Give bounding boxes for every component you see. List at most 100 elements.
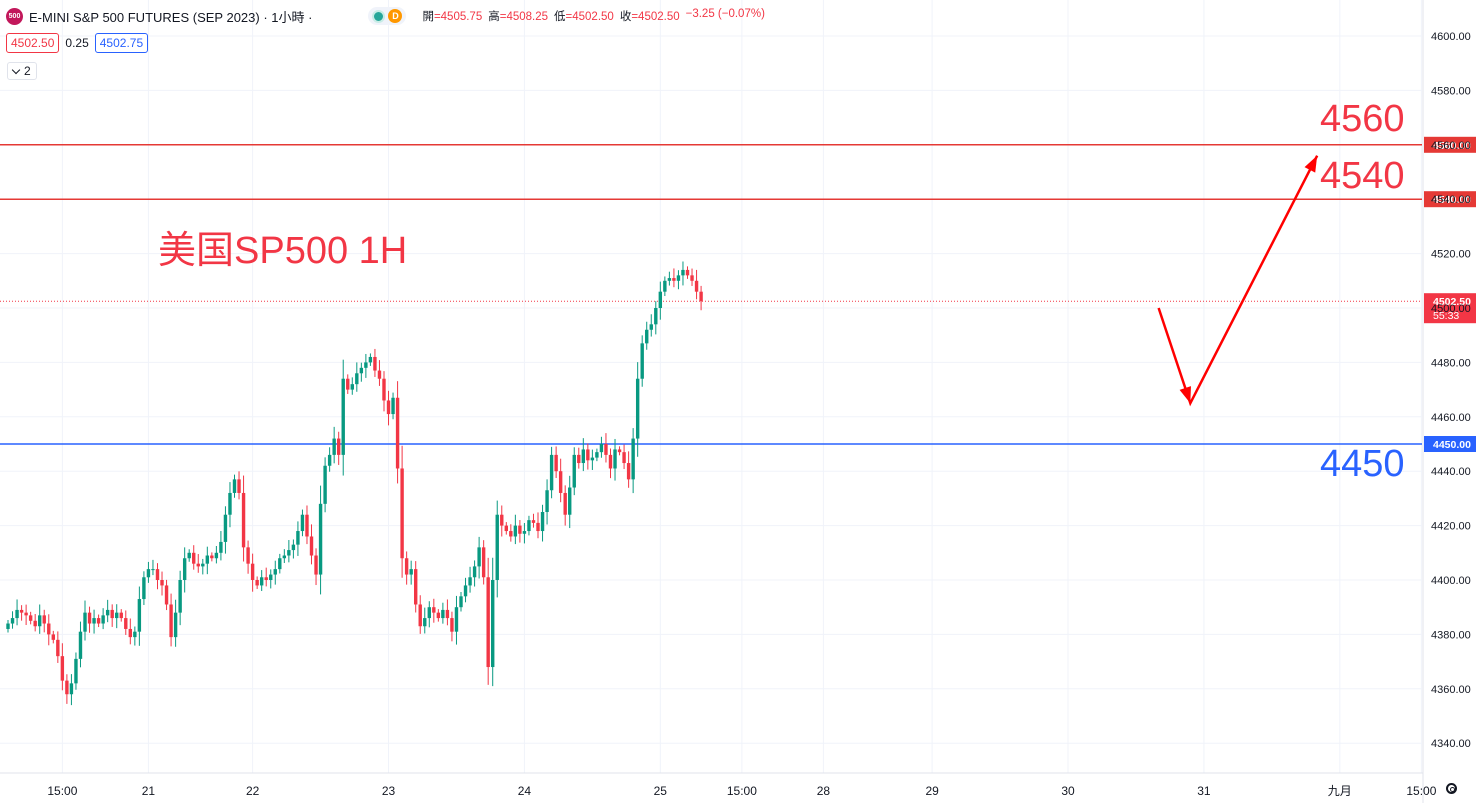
- sell-price-button[interactable]: 4502.50: [6, 33, 60, 53]
- candle-body: [654, 308, 658, 325]
- x-tick-label: 九月: [1328, 784, 1352, 798]
- candle-body: [427, 607, 431, 619]
- candle-body: [332, 438, 336, 455]
- candle-body: [133, 631, 137, 638]
- candle-body: [78, 631, 83, 659]
- candle-body: [658, 291, 663, 308]
- symbol-title[interactable]: E-MINI S&P 500 FUTURES (SEP 2023) · 1小時 …: [29, 9, 313, 25]
- settings-gear-icon[interactable]: [1446, 783, 1457, 794]
- level-4560-annotation: 4560: [1320, 98, 1405, 140]
- candle-body: [676, 275, 681, 281]
- price-axis[interactable]: 4340.00 4360.00 4380.00 4400.00 4420.00 4440.…: [1422, 0, 1471, 803]
- x-tick-label: 30: [1061, 784, 1075, 798]
- candle-body: [282, 555, 287, 559]
- candle-body: [47, 623, 51, 635]
- candle-body: [436, 612, 441, 619]
- y-tick-label: 4440.00: [1431, 466, 1471, 478]
- candle-body: [182, 558, 187, 580]
- y-tick-label: 4580.00: [1431, 85, 1471, 97]
- buy-price-button[interactable]: 4502.75: [94, 33, 149, 53]
- candle-body: [155, 569, 160, 580]
- candle-body: [608, 454, 613, 469]
- candle-body: [287, 550, 291, 556]
- candle-body: [119, 612, 123, 619]
- candle-body: [210, 555, 214, 559]
- time-axis[interactable]: 15:00 21 22 23 24 25 15:00 28 29 30 31 九月 15:00: [0, 772, 1437, 798]
- candle-body: [96, 618, 101, 624]
- candle-body: [278, 558, 282, 570]
- spread-value: 0.25: [65, 36, 89, 50]
- candle-body: [699, 291, 703, 302]
- candle-body: [404, 558, 409, 575]
- horizontal-levels: 4560.00 4540.00 4450.00 4502.50 55:33: [0, 136, 1476, 452]
- market-status[interactable]: D: [368, 7, 407, 25]
- x-tick-label: 15:00: [47, 784, 77, 798]
- ohlc-close-value: =4502.50: [631, 11, 680, 23]
- chart-title-annotation: 美国SP500 1H: [158, 230, 408, 272]
- candle-body: [214, 552, 219, 559]
- candle-body: [645, 329, 649, 344]
- candle-body: [617, 449, 622, 453]
- indicators-collapse-button[interactable]: 2: [7, 62, 37, 80]
- candle-body: [6, 623, 10, 629]
- candle-body: [432, 607, 436, 613]
- candle-body: [454, 607, 459, 632]
- countdown-label: 55:33: [1433, 310, 1459, 322]
- candle-body: [169, 604, 173, 638]
- arrow-head-down: [1179, 386, 1191, 404]
- y-tick-label: 4560.00: [1431, 140, 1471, 152]
- candle-body: [509, 531, 513, 537]
- x-tick-label: 29: [925, 784, 939, 798]
- indicator-count: 2: [24, 64, 31, 78]
- candle-body: [690, 275, 694, 281]
- x-tick-label: 31: [1197, 784, 1211, 798]
- candle-body: [518, 525, 522, 534]
- candle-body: [327, 454, 332, 466]
- chevron-down-icon: [11, 65, 21, 74]
- candle-body: [681, 269, 685, 276]
- candle-body: [581, 449, 586, 464]
- ohlc-readout: 開=4505.75 高=4508.25 低=4502.50 收=4502.50 …: [422, 8, 764, 24]
- candle-body: [160, 580, 164, 586]
- arrow-head-up: [1304, 155, 1318, 173]
- candle-body: [24, 612, 28, 616]
- x-tick-label: 22: [246, 784, 260, 798]
- quote-row: 4502.50 0.25 4502.75: [6, 33, 149, 53]
- candle-body: [481, 547, 486, 578]
- y-tick-label: 4340.00: [1431, 738, 1471, 750]
- candle-body: [400, 468, 404, 559]
- candle-body: [146, 569, 151, 578]
- x-tick-label: 24: [518, 784, 532, 798]
- forecast-arrow-path: [1157, 155, 1319, 407]
- y-tick-label: 4360.00: [1431, 684, 1471, 696]
- candle-body: [527, 520, 531, 532]
- candle-body: [391, 397, 395, 415]
- ohlc-high-value: =4508.25: [499, 11, 549, 23]
- candle-body: [56, 639, 60, 657]
- candle-body: [336, 438, 341, 455]
- candle-body: [92, 618, 96, 624]
- candle-body: [291, 544, 296, 551]
- candle-body: [205, 555, 210, 564]
- market-open-icon: [372, 9, 386, 23]
- candle-body: [196, 563, 200, 567]
- candle-body: [599, 444, 604, 453]
- candle-body: [60, 656, 65, 681]
- candle-body: [241, 492, 246, 548]
- candle-body: [414, 569, 418, 605]
- candle-body: [418, 604, 422, 627]
- candle-body: [269, 574, 273, 580]
- candle-body: [613, 449, 617, 469]
- candle-body: [622, 452, 626, 464]
- candle-body: [28, 615, 33, 621]
- candle-body: [42, 615, 46, 624]
- candles: [6, 261, 703, 706]
- y-tick-label: 4420.00: [1431, 521, 1471, 533]
- candle-body: [341, 378, 345, 455]
- candle-body: [314, 555, 318, 575]
- candle-body: [450, 618, 454, 632]
- candle-body: [477, 547, 481, 567]
- x-tick-label: 15:00: [1406, 784, 1436, 798]
- candle-body: [663, 280, 667, 292]
